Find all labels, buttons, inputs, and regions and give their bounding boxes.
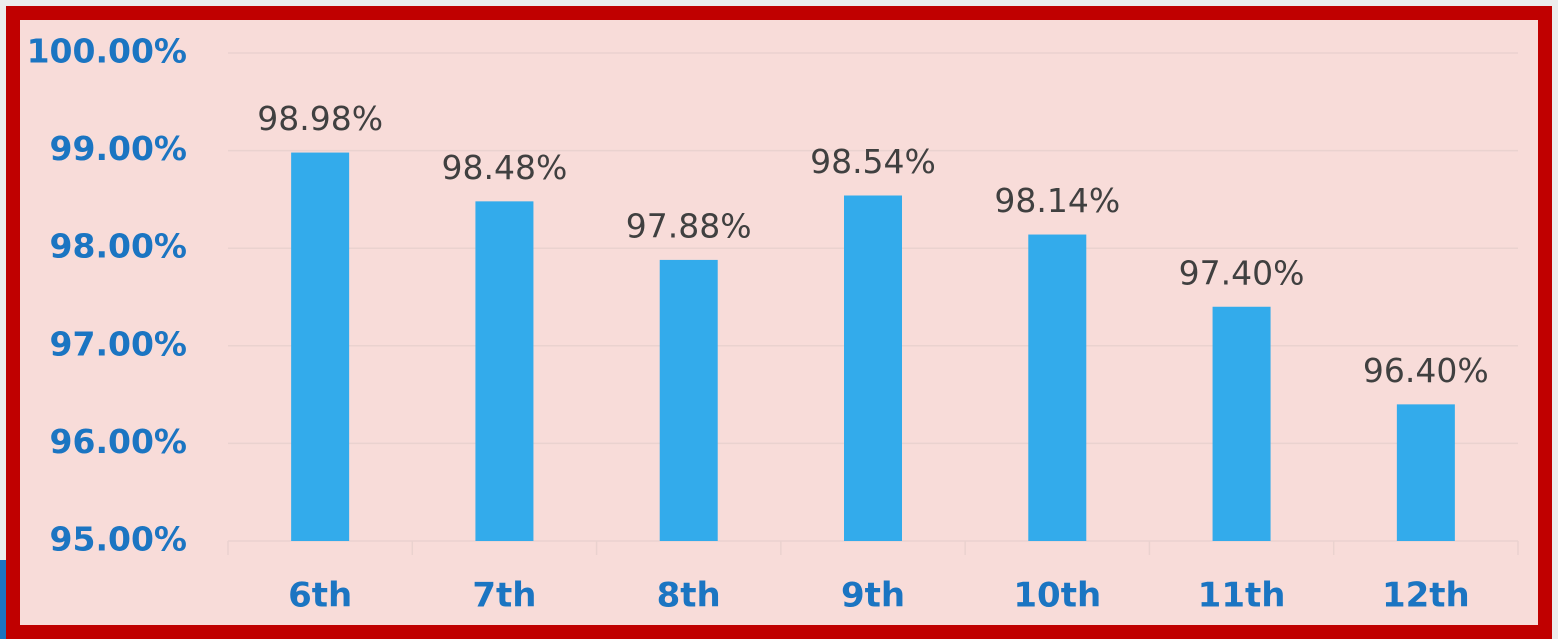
- value-label: 98.14%: [994, 181, 1120, 220]
- y-tick-label: 96.00%: [50, 422, 187, 461]
- value-label: 98.48%: [442, 148, 568, 187]
- bar: [475, 201, 534, 542]
- x-tick-label: 12th: [1382, 576, 1470, 616]
- value-label: 98.54%: [810, 142, 936, 181]
- value-label: 97.88%: [626, 206, 752, 245]
- y-tick-label: 98.00%: [50, 227, 187, 266]
- bar: [1396, 404, 1455, 541]
- value-label: 97.40%: [1179, 253, 1305, 292]
- x-tick-label: 11th: [1198, 576, 1286, 616]
- y-tick-label: 97.00%: [50, 324, 187, 363]
- bar: [1028, 234, 1087, 541]
- y-tick-label: 100.00%: [27, 32, 187, 71]
- value-label: 96.40%: [1363, 351, 1489, 390]
- y-tick-label: 95.00%: [50, 520, 187, 559]
- bar: [1212, 306, 1271, 541]
- x-tick-label: 10th: [1013, 576, 1101, 616]
- bar: [291, 152, 350, 541]
- value-label: 98.98%: [257, 99, 383, 138]
- bar: [659, 259, 718, 541]
- y-tick-label: 99.00%: [50, 129, 187, 168]
- x-tick-label: 7th: [472, 576, 536, 616]
- x-tick-label: 6th: [288, 576, 352, 616]
- x-tick-label: 9th: [841, 576, 905, 616]
- chart-frame: [6, 6, 1552, 639]
- bar: [844, 195, 902, 541]
- x-tick-label: 8th: [657, 576, 721, 616]
